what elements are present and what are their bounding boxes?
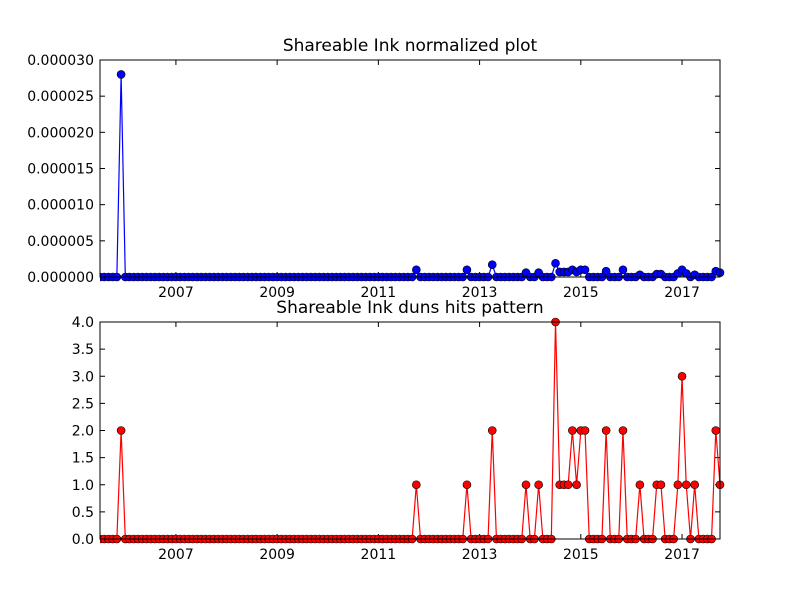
- data-point: [656, 480, 666, 490]
- data-point: [487, 426, 497, 435]
- y-tick-label: 0.000010: [27, 198, 94, 214]
- y-tick-label: 0.000025: [27, 89, 94, 105]
- data-point: [563, 480, 573, 490]
- data-point: [618, 426, 628, 435]
- y-tick-label: 1.5: [72, 451, 94, 467]
- data-point: [601, 426, 611, 435]
- chart-title: Shareable Ink duns hits pattern: [276, 298, 543, 318]
- y-tick-label: 2.0: [72, 424, 94, 440]
- data-point: [681, 480, 691, 490]
- x-tick-label: 2009: [259, 547, 295, 563]
- data-point: [690, 480, 699, 490]
- data-point: [551, 258, 560, 268]
- axes-frame: [99, 59, 721, 278]
- x-tick-label: 2007: [158, 285, 194, 301]
- data-point: [580, 426, 590, 435]
- x-tick-label: 2009: [259, 285, 295, 301]
- x-tick-label: 2017: [664, 285, 700, 301]
- y-tick-label: 4.0: [72, 315, 94, 331]
- y-tick-label: 2.5: [72, 396, 94, 412]
- data-point: [580, 265, 590, 275]
- data-point: [116, 426, 126, 435]
- data-point: [711, 426, 721, 435]
- y-tick-label: 0.0: [72, 532, 94, 548]
- data-point: [677, 371, 687, 381]
- y-tick-label: 0.000030: [27, 53, 94, 69]
- axes-frame: [99, 321, 721, 540]
- data-point: [462, 480, 472, 490]
- data-point: [534, 480, 543, 490]
- x-tick-label: 2013: [462, 547, 498, 563]
- data-point: [618, 265, 628, 275]
- data-point: [412, 265, 421, 275]
- y-tick-label: 0.000005: [27, 234, 94, 250]
- x-tick-label: 2015: [563, 547, 599, 563]
- y-tick-label: 0.000015: [27, 162, 94, 178]
- y-tick-label: 1.0: [72, 478, 94, 494]
- x-tick-label: 2013: [462, 285, 498, 301]
- x-tick-label: 2011: [361, 547, 397, 563]
- x-tick-label: 2015: [563, 285, 599, 301]
- data-point: [521, 480, 531, 490]
- data-point: [568, 426, 577, 435]
- y-tick-label: 3.5: [72, 342, 94, 358]
- y-tick-label: 0.000020: [27, 125, 94, 141]
- x-tick-label: 2007: [158, 547, 194, 563]
- chart-title: Shareable Ink normalized plot: [283, 36, 538, 56]
- data-point: [601, 266, 611, 276]
- data-point: [635, 480, 645, 490]
- data-point: [412, 480, 421, 490]
- data-point: [487, 260, 497, 270]
- data-point: [462, 265, 472, 275]
- y-tick-label: 3.0: [72, 369, 94, 385]
- data-point: [116, 70, 126, 79]
- data-point: [572, 480, 581, 490]
- x-tick-label: 2011: [361, 285, 397, 301]
- data-point: [673, 480, 683, 490]
- y-tick-label: 0.5: [72, 505, 94, 521]
- x-tick-label: 2017: [664, 547, 700, 563]
- y-tick-label: 0.000000: [27, 270, 94, 286]
